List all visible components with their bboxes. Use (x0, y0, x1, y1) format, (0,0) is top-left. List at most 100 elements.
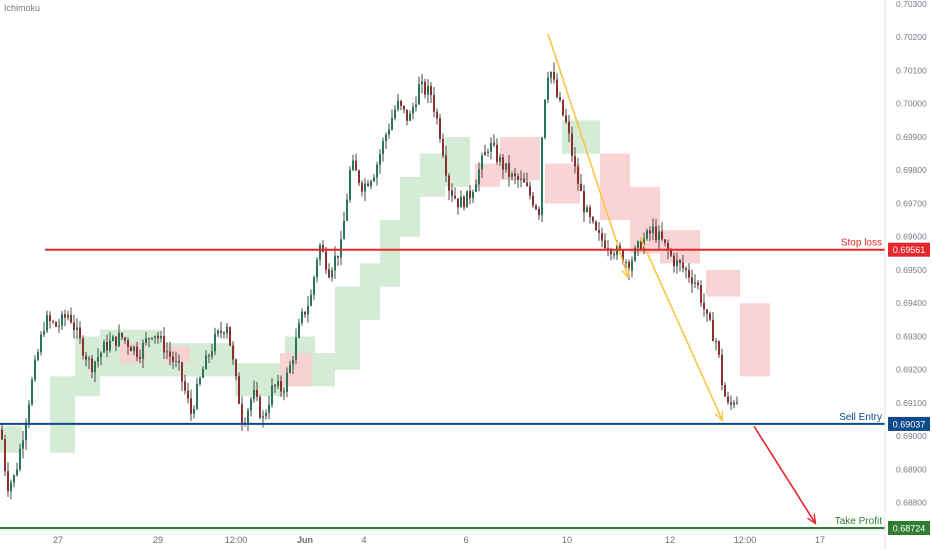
candle-body (331, 270, 333, 278)
candle-body (1, 429, 3, 440)
candle-body (463, 196, 465, 208)
candle-body (151, 337, 153, 339)
candle-body (484, 151, 486, 156)
y-tick-label: 0.69800 (896, 165, 927, 175)
candle-body (670, 250, 672, 256)
candle-body (115, 336, 117, 346)
candle-body (559, 97, 561, 100)
candle-body (634, 247, 636, 261)
candle-body (85, 355, 87, 360)
cloud-red-segment (706, 269, 740, 297)
candle-body (289, 364, 291, 373)
candle-body (139, 357, 141, 359)
candle-body (256, 389, 258, 397)
candle-body (466, 190, 468, 208)
candle-body (481, 155, 483, 170)
candle-body (280, 381, 282, 392)
cloud-green-segment (420, 153, 445, 197)
candle-body (553, 72, 555, 80)
candle-body (589, 207, 591, 217)
candle-body (340, 239, 342, 258)
candle-body (325, 251, 327, 270)
candle-body (223, 332, 225, 334)
candle-body (157, 335, 159, 339)
candle-body (676, 260, 678, 267)
x-tick-label: 12:00 (734, 535, 757, 545)
candle-body (451, 190, 453, 196)
candle-body (25, 422, 27, 441)
level-price-badge (888, 520, 930, 535)
candle-body (259, 396, 261, 418)
candle-body (307, 305, 309, 315)
y-tick-label: 0.69200 (896, 365, 927, 375)
candle-body (664, 239, 666, 243)
candle-body (250, 399, 252, 411)
candle-body (40, 334, 42, 353)
candle-body (445, 155, 447, 176)
candle-body (76, 327, 78, 330)
x-tick-label: 4 (361, 535, 366, 545)
candle-body (46, 315, 48, 331)
candle-body (49, 315, 51, 322)
candle-body (274, 385, 276, 387)
candle-body (181, 362, 183, 382)
level-price-badge (888, 242, 930, 257)
trend-lines (547, 33, 815, 523)
candle-body (490, 143, 492, 152)
candle-body (148, 338, 150, 340)
candle-body (544, 99, 546, 138)
y-tick-label: 0.69100 (896, 398, 927, 408)
candle-body (10, 482, 12, 492)
candle-body (112, 336, 114, 341)
candle-body (130, 346, 132, 352)
candle-body (94, 361, 96, 373)
candle-body (184, 381, 186, 391)
candle-body (169, 351, 171, 357)
candle-body (436, 111, 438, 119)
cloud-red-segment (600, 153, 630, 221)
candle-body (145, 338, 147, 343)
candle-body (358, 170, 360, 183)
candle-body (679, 260, 681, 263)
candle-body (202, 369, 204, 378)
y-tick-label: 0.70000 (896, 99, 927, 109)
candle-body (337, 255, 339, 258)
cloud-green-segment (380, 220, 400, 287)
candle-body (334, 255, 336, 271)
candle-body (514, 173, 516, 177)
candle-body (709, 313, 711, 320)
level-name: Sell Entry (839, 412, 882, 423)
candle-body (646, 230, 648, 239)
candle-body (226, 326, 228, 334)
y-tick-label: 0.70100 (896, 65, 927, 75)
candle-body (253, 389, 255, 400)
cloud-red-segment (120, 343, 145, 364)
candle-body (652, 226, 654, 234)
candle-body (271, 385, 273, 405)
candle-body (193, 408, 195, 414)
candle-body (712, 319, 714, 342)
candle-body (19, 448, 21, 470)
candle-body (733, 402, 735, 405)
trend-line-arrow (753, 425, 815, 522)
candle-body (175, 360, 177, 362)
y-tick-label: 0.69000 (896, 431, 927, 441)
candle-body (487, 151, 489, 153)
y-tick-label: 0.69500 (896, 265, 927, 275)
candle-body (433, 95, 435, 112)
candle-body (241, 403, 243, 423)
candle-body (619, 245, 621, 251)
candle-body (430, 86, 432, 96)
candle-body (385, 134, 387, 142)
candle-body (655, 226, 657, 241)
candle-body (64, 314, 66, 318)
cloud-red-segment (475, 163, 500, 187)
candle-body (547, 77, 549, 100)
candle-body (382, 141, 384, 155)
candle-body (406, 109, 408, 121)
candle-body (187, 390, 189, 399)
candle-body (448, 175, 450, 191)
candle-body (328, 269, 330, 278)
level-price-label: 0.69037 (893, 419, 926, 429)
